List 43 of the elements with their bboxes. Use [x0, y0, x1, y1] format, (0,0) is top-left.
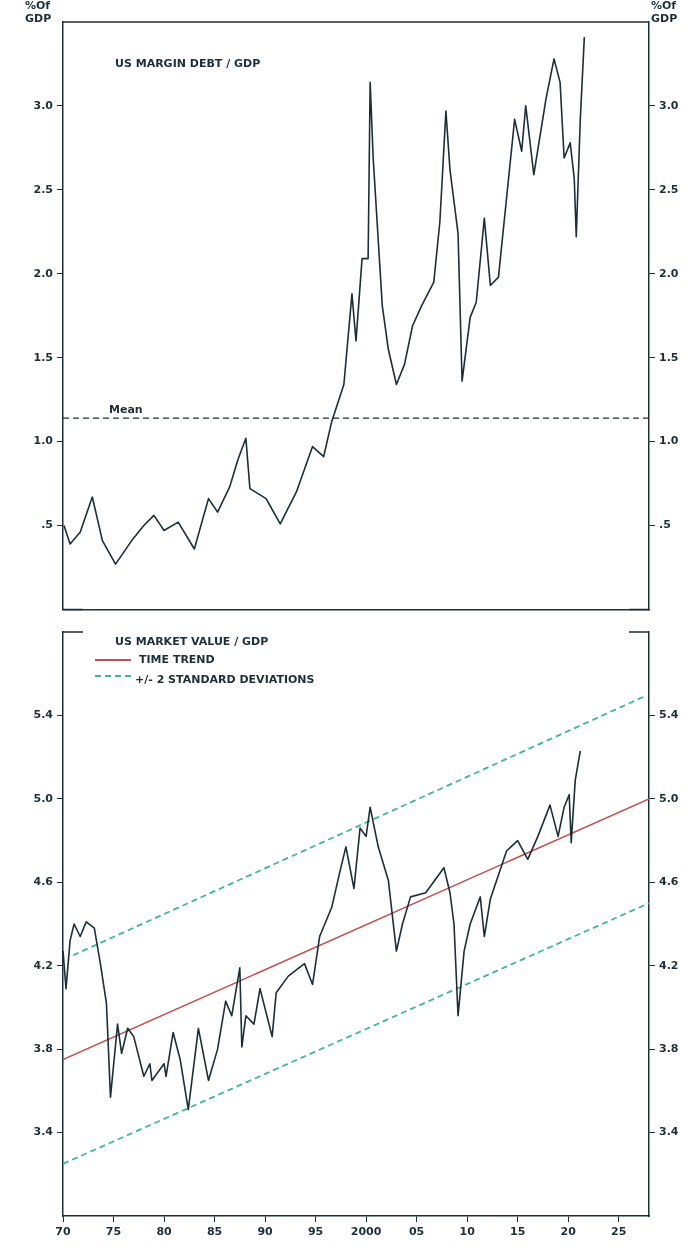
- y-tick-label: 2.0: [33, 266, 54, 280]
- x-tick-label: 25: [611, 1225, 627, 1239]
- y-tick-label: 2.5: [33, 182, 53, 196]
- ref-line-label: Mean: [109, 403, 143, 417]
- y-tick-label: 4.6: [33, 875, 54, 889]
- y2-tick-label: 3.8: [659, 1042, 679, 1055]
- y-tick-label: 1.5: [33, 350, 53, 364]
- y2-tick-label: 4.6: [659, 875, 679, 889]
- chart-title: US MARKET VALUE / GDP: [115, 634, 269, 648]
- legend-label: +/- 2 STANDARD DEVIATIONS: [135, 672, 315, 686]
- y-tick-label: 4.2: [33, 958, 53, 972]
- x-tick-label: 95: [307, 1225, 324, 1239]
- y2-tick-label: 3.4: [659, 1125, 679, 1139]
- x-tick-label: 10: [459, 1225, 476, 1239]
- y-tick-label: 5.0: [33, 791, 54, 805]
- y-tick-label: 3.4: [33, 1125, 54, 1139]
- x-tick-label: 20: [560, 1225, 577, 1239]
- y2-tick-label: 2.5: [659, 182, 679, 196]
- x-tick-label: 70: [55, 1225, 71, 1239]
- x-tick-label: 15: [510, 1225, 526, 1239]
- x-tick-label: 05: [408, 1225, 425, 1239]
- y2-tick-label: 3.0: [659, 98, 679, 112]
- y2-tick-label: 5.0: [659, 791, 679, 805]
- y-tick-label: 1.0: [33, 434, 54, 448]
- y-tick-label: .5: [41, 518, 53, 532]
- y-tick-label: 3.0: [33, 98, 54, 112]
- y2-tick-label: 4.2: [659, 958, 679, 972]
- x-tick-label: 75: [105, 1225, 122, 1239]
- x-tick-label: 2000: [350, 1225, 382, 1239]
- y-axis-title: %Of GDP: [25, 0, 52, 25]
- y2-tick-label: .5: [659, 518, 671, 532]
- x-tick-label: 85: [206, 1225, 223, 1239]
- x-tick-label: 80: [156, 1225, 173, 1239]
- y2-tick-label: 1.0: [659, 434, 679, 448]
- y-tick-label: 5.4: [33, 708, 54, 722]
- y2-tick-label: 1.5: [659, 350, 679, 364]
- x-tick-label: 90: [257, 1225, 274, 1239]
- legend-label: TIME TREND: [139, 652, 215, 666]
- y2-tick-label: 2.0: [659, 266, 679, 280]
- y2-axis-title: %Of GDP: [651, 0, 678, 25]
- text: US MARGIN DEBT / GDP: [115, 56, 261, 70]
- y2-tick-label: 5.4: [659, 708, 679, 722]
- y-tick-label: 3.8: [33, 1042, 53, 1055]
